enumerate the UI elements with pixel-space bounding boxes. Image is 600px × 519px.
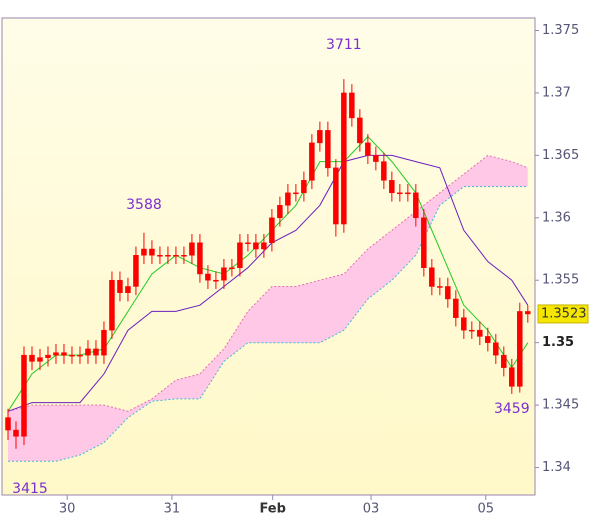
candle-body	[517, 311, 523, 387]
annotation: 3711	[326, 37, 362, 53]
y-tick-label: 1.35	[542, 335, 574, 350]
candle-body	[397, 192, 403, 195]
candle-body	[173, 255, 179, 257]
candle-body	[493, 342, 499, 356]
candle-body	[101, 329, 107, 356]
candle-body	[29, 354, 35, 362]
y-tick-label: 1.36	[542, 210, 571, 225]
candle-body	[445, 286, 451, 300]
candle-body	[317, 130, 323, 144]
candle-body	[237, 242, 243, 268]
candle-body	[485, 336, 491, 343]
y-tick-label: 1.365	[542, 148, 579, 163]
candle-body	[181, 255, 187, 257]
last-price-box	[537, 304, 589, 324]
candle-body	[213, 279, 219, 282]
candle-body	[245, 242, 251, 245]
cloud	[8, 155, 528, 462]
candle-body	[325, 130, 331, 169]
annotation: 3415	[12, 481, 48, 497]
y-tick-label: 1.355	[542, 273, 579, 288]
candle-body	[149, 248, 155, 256]
candle-body	[85, 348, 91, 356]
candle-body	[309, 142, 315, 181]
candle-body	[477, 329, 483, 337]
candle-body	[365, 142, 371, 156]
x-tick-label: 03	[363, 502, 380, 517]
candle-body	[165, 255, 171, 257]
candle-body	[205, 273, 211, 281]
candle-body	[333, 167, 339, 225]
y-tick-label: 1.375	[542, 23, 579, 38]
candle-body	[229, 267, 235, 269]
candle-body	[453, 298, 459, 318]
candle-body	[197, 242, 203, 275]
candle-body	[13, 429, 19, 437]
candle-body	[109, 279, 115, 331]
x-tick-label: Feb	[259, 502, 285, 517]
candle-body	[37, 357, 43, 362]
candle-body	[21, 354, 27, 437]
candle-body	[141, 248, 147, 256]
y-tick-label: 1.345	[542, 398, 579, 413]
candle-body	[189, 242, 195, 256]
candle-body	[413, 192, 419, 219]
candle-body	[301, 180, 307, 194]
x-tick-label: 05	[478, 502, 495, 517]
candle-body	[421, 217, 427, 268]
candle-body	[389, 180, 395, 194]
candle-body	[77, 354, 83, 357]
candle-body	[117, 279, 123, 293]
candle-body	[269, 217, 275, 244]
candle-body	[221, 267, 227, 281]
annotation: 3459	[494, 401, 530, 417]
candle-body	[293, 192, 299, 195]
candle-body	[469, 329, 475, 332]
x-tick-label: 31	[164, 502, 181, 517]
cloud-edge	[7, 154, 528, 412]
candle-body	[381, 161, 387, 181]
candle-body	[69, 354, 75, 357]
candle-body	[429, 267, 435, 287]
candle-body	[53, 352, 59, 356]
y-tick-label: 1.37	[542, 85, 571, 100]
candle-body	[61, 352, 67, 356]
candle-body	[133, 255, 139, 287]
candle-body	[373, 155, 379, 162]
candle-body	[157, 255, 163, 257]
annotation: 3588	[126, 197, 162, 213]
candle-body	[125, 286, 131, 293]
candle-body	[437, 286, 443, 288]
candle-body	[525, 311, 531, 315]
candle-body	[405, 192, 411, 195]
last-price-label: 1.3523	[541, 306, 587, 321]
candle-body	[357, 117, 363, 144]
y-tick-label: 1.34	[542, 460, 571, 475]
x-tick-label: 30	[59, 502, 76, 517]
candle-body	[341, 92, 347, 225]
candle-body	[45, 354, 51, 358]
candle-body	[93, 348, 99, 356]
candle-body	[461, 317, 467, 331]
candle-body	[285, 192, 291, 206]
candle-body	[277, 205, 283, 219]
candle-body	[5, 417, 11, 431]
candle-body	[261, 242, 267, 250]
candle-body	[501, 354, 507, 368]
candle-body	[253, 242, 259, 250]
candle-body	[509, 367, 515, 387]
candle-body	[349, 92, 355, 119]
